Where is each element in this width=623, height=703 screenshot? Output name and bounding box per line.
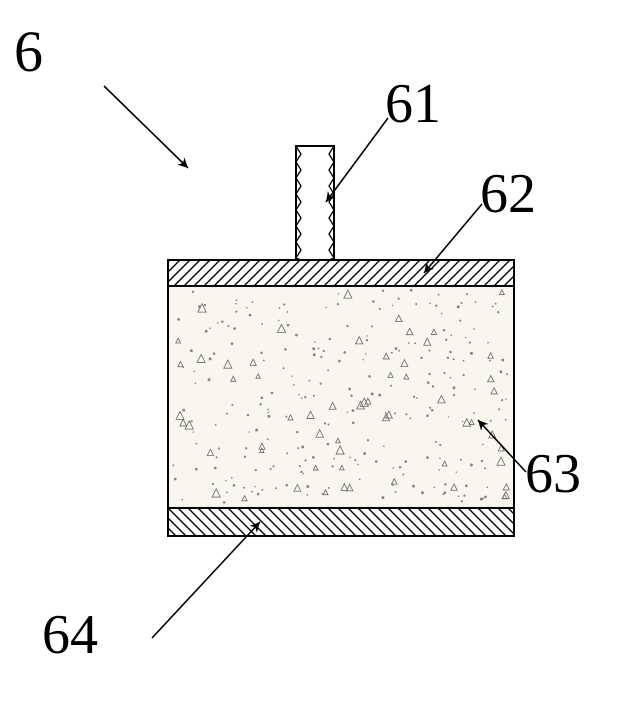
label-64: 64 <box>42 603 98 667</box>
diagram-svg <box>0 0 623 703</box>
label-6: 6 <box>14 18 43 85</box>
label-61: 61 <box>385 72 441 136</box>
diagram-canvas: 6 61 62 63 64 <box>0 0 623 703</box>
label-62: 62 <box>480 162 536 226</box>
label-63: 63 <box>525 442 581 506</box>
